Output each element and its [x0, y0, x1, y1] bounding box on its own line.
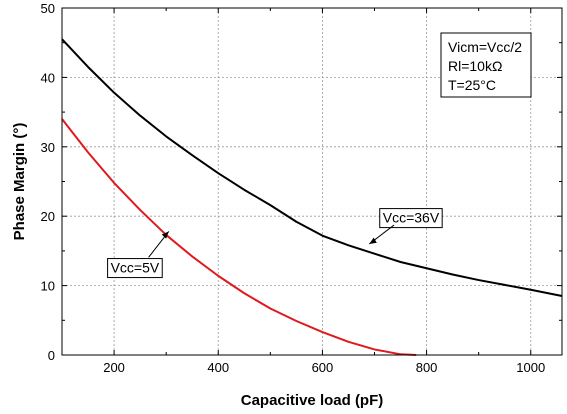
annotation-label-vcc-36v: Vcc=36V [383, 210, 440, 226]
annotation-arrowhead-vcc-36v [369, 237, 377, 244]
condition-temp: T=25°C [448, 77, 496, 93]
grid-lines [62, 8, 562, 355]
x-tick-label: 400 [207, 360, 229, 375]
annotation-arrowhead-vcc-5v [161, 231, 169, 239]
series-line-vcc-36v [61, 38, 563, 297]
condition-rl: Rl=10kΩ [448, 58, 502, 74]
series-annotations: Vcc=36V Vcc=5V [107, 208, 443, 279]
annotation-label-vcc-5v: Vcc=5V [111, 260, 160, 276]
annotation-box-vcc-36v [379, 208, 443, 229]
condition-vicm: Vicm=Vcc/2 [448, 39, 522, 55]
conditions-box: Vicm=Vcc/2 Rl=10kΩ T=25°C [440, 32, 532, 98]
x-tick-label: 1000 [516, 360, 545, 375]
conditions-box-frame [440, 32, 532, 98]
x-tick-label: 200 [103, 360, 125, 375]
annotation-box-vcc-5v [107, 258, 163, 279]
y-axis-title: Phase Margin (°) [11, 123, 28, 241]
series-lines [61, 38, 563, 356]
y-tick-label: 20 [41, 209, 55, 224]
y-tick-label: 50 [41, 1, 55, 16]
x-tick-label: 600 [312, 360, 334, 375]
tick-labels: 200 400 600 800 1000 0 10 20 30 40 50 [41, 1, 546, 375]
y-tick-label: 10 [41, 279, 55, 294]
x-axis-title: Capacitive load (pF) [241, 392, 384, 409]
plot-frame [61, 7, 563, 356]
y-tick-label: 40 [41, 70, 55, 85]
series-line-vcc-5v [61, 118, 417, 356]
x-tick-label: 800 [416, 360, 438, 375]
y-tick-label: 0 [48, 348, 55, 363]
y-tick-label: 30 [41, 140, 55, 155]
